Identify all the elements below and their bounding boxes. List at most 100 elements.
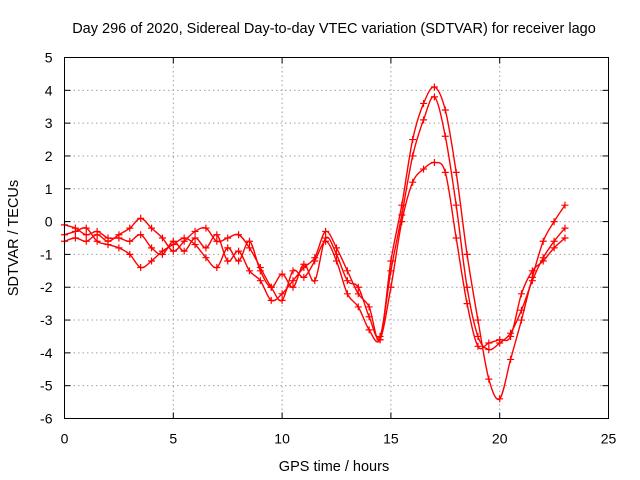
data-point <box>245 237 253 245</box>
data-point <box>311 277 319 285</box>
data-point <box>452 234 460 242</box>
data-point <box>71 227 79 235</box>
data-point <box>137 264 145 272</box>
data-point <box>485 375 493 383</box>
data-point <box>289 267 297 275</box>
data-point <box>420 99 428 107</box>
data-point <box>267 283 275 291</box>
data-point <box>507 355 515 363</box>
y-tick-label: -5 <box>40 378 53 394</box>
data-point <box>180 247 188 255</box>
data-point <box>376 336 384 344</box>
data-point <box>126 250 134 258</box>
data-point <box>213 231 221 239</box>
data-point <box>561 201 569 209</box>
data-point <box>191 234 199 242</box>
data-point <box>539 257 547 265</box>
data-point <box>474 342 482 350</box>
data-point <box>191 227 199 235</box>
data-point <box>561 234 569 242</box>
y-axis-label: SDTVAR / TECUs <box>6 180 22 296</box>
data-point <box>322 237 330 245</box>
plot-frame <box>64 57 609 419</box>
y-tick-label: 5 <box>45 50 53 66</box>
data-point <box>517 290 525 298</box>
data-point <box>202 254 210 262</box>
data-point <box>82 224 90 232</box>
data-point <box>420 165 428 173</box>
data-point <box>126 237 134 245</box>
data-point <box>485 339 493 347</box>
data-point <box>115 244 123 252</box>
data-point <box>224 234 232 242</box>
data-point <box>387 283 395 291</box>
data-point <box>528 277 536 285</box>
data-point <box>452 201 460 209</box>
data-point <box>82 237 90 245</box>
data-point <box>496 336 504 344</box>
y-tick-label: -1 <box>40 246 53 262</box>
series-line <box>64 161 566 350</box>
data-point <box>507 332 515 340</box>
data-point <box>180 237 188 245</box>
data-point <box>561 224 569 232</box>
y-tick-label: 3 <box>45 115 53 131</box>
data-point <box>474 332 482 340</box>
data-point <box>517 306 525 314</box>
data-point <box>474 316 482 324</box>
y-tick-label: -6 <box>40 411 53 427</box>
data-point <box>224 257 232 265</box>
data-point <box>202 244 210 252</box>
data-point <box>235 257 243 265</box>
series-track-2 <box>61 93 569 354</box>
data-point <box>289 283 297 291</box>
data-point <box>300 260 308 268</box>
data-point <box>365 326 373 334</box>
data-point <box>137 231 145 239</box>
data-point <box>343 267 351 275</box>
series-line <box>64 86 566 401</box>
data-point <box>485 346 493 354</box>
data-point <box>137 214 145 222</box>
data-point <box>463 300 471 308</box>
data-point <box>441 168 449 176</box>
data-point <box>104 237 112 245</box>
x-tick-label: 20 <box>492 431 508 447</box>
data-point <box>496 395 504 403</box>
data-point <box>213 264 221 272</box>
data-point <box>409 152 417 160</box>
series-track-3 <box>61 159 569 350</box>
tick-marks <box>64 57 609 419</box>
data-point <box>278 270 286 278</box>
grid-lines <box>64 57 609 419</box>
data-point <box>311 257 319 265</box>
series-track-1 <box>61 83 569 403</box>
data-point <box>126 224 134 232</box>
data-series <box>61 83 569 403</box>
data-point <box>278 296 286 304</box>
data-point <box>300 273 308 281</box>
data-point <box>343 290 351 298</box>
data-point <box>245 267 253 275</box>
y-tick-label: -3 <box>40 312 53 328</box>
data-point <box>256 264 264 272</box>
data-point <box>420 116 428 124</box>
x-tick-label: 0 <box>61 431 69 447</box>
data-point <box>93 231 101 239</box>
data-point <box>289 277 297 285</box>
data-point <box>256 277 264 285</box>
data-point <box>202 224 210 232</box>
data-point <box>169 247 177 255</box>
data-point <box>158 247 166 255</box>
y-tick-label: 4 <box>45 82 53 98</box>
data-point <box>463 250 471 258</box>
data-point <box>398 211 406 219</box>
data-point <box>430 83 438 91</box>
data-point <box>213 237 221 245</box>
y-tick-label: -4 <box>40 345 53 361</box>
data-point <box>365 313 373 321</box>
data-point <box>365 303 373 311</box>
data-point <box>82 231 90 239</box>
y-tick-label: 2 <box>45 148 53 164</box>
data-point <box>148 224 156 232</box>
